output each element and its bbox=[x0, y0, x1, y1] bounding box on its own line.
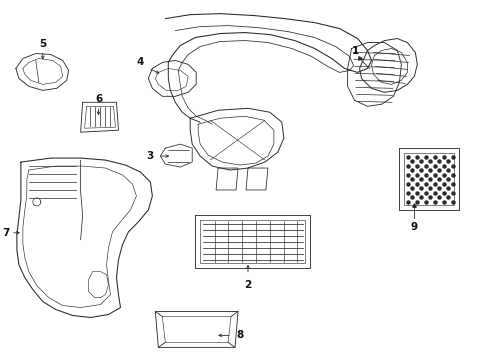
Text: 9: 9 bbox=[411, 222, 418, 232]
Text: 2: 2 bbox=[245, 280, 251, 289]
Text: 7: 7 bbox=[2, 228, 10, 238]
Text: 3: 3 bbox=[147, 151, 154, 161]
Text: 6: 6 bbox=[95, 94, 102, 104]
Text: 5: 5 bbox=[39, 39, 47, 49]
Text: 1: 1 bbox=[352, 45, 359, 55]
Text: 8: 8 bbox=[236, 330, 244, 341]
Text: 4: 4 bbox=[137, 58, 144, 67]
